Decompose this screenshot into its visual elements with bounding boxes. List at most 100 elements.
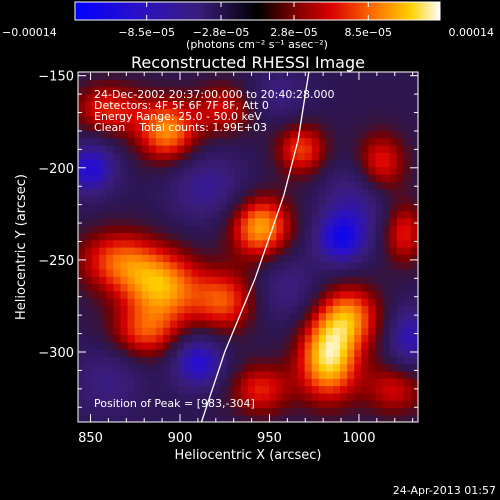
heatmap-cell xyxy=(325,123,334,131)
heatmap-cell xyxy=(375,341,384,350)
heatmap-cell xyxy=(148,341,157,350)
heatmap-cell xyxy=(78,283,86,292)
heatmap-cell xyxy=(120,239,129,248)
heatmap-cell xyxy=(368,290,377,299)
heatmap-cell xyxy=(340,210,348,219)
heatmap-cell xyxy=(191,79,200,88)
heatmap-cell xyxy=(375,378,384,387)
heatmap-cell xyxy=(134,217,143,226)
heatmap-cell xyxy=(375,137,384,146)
heatmap-cell xyxy=(382,93,391,102)
heatmap-cell xyxy=(205,319,214,328)
heatmap-cell xyxy=(155,123,164,131)
heatmap-cell xyxy=(318,349,327,357)
heatmap-cell xyxy=(148,298,157,306)
heatmap-cell xyxy=(155,290,164,299)
heatmap-cell xyxy=(290,312,299,321)
heatmap-cell xyxy=(276,130,285,139)
heatmap-cell xyxy=(113,232,122,241)
heatmap-cell xyxy=(99,268,107,277)
heatmap-cell xyxy=(255,305,263,314)
heatmap-cell xyxy=(361,290,370,299)
heatmap-cell xyxy=(198,195,207,204)
heatmap-cell xyxy=(403,210,412,219)
heatmap-cell xyxy=(120,254,129,263)
heatmap-cell xyxy=(276,268,285,277)
heatmap-cell xyxy=(333,108,341,117)
heatmap-cell xyxy=(148,72,157,80)
heatmap-cell xyxy=(141,298,150,306)
heatmap-cell xyxy=(184,356,192,365)
heatmap-cell xyxy=(340,232,348,241)
heatmap-cell xyxy=(106,349,115,357)
heatmap-cell xyxy=(163,378,171,387)
heatmap-cell xyxy=(177,414,185,422)
heatmap-cell xyxy=(262,319,270,328)
heatmap-cell xyxy=(290,72,299,80)
heatmap-cell xyxy=(325,166,334,175)
heatmap-cell xyxy=(333,217,341,226)
heatmap-cell xyxy=(163,188,171,197)
heatmap-cell xyxy=(198,385,207,394)
heatmap-cell xyxy=(141,210,150,219)
heatmap-cell xyxy=(318,181,327,190)
heatmap-cell xyxy=(85,181,93,190)
heatmap-cell xyxy=(85,334,93,343)
heatmap-cell xyxy=(389,115,398,124)
heatmap-cell xyxy=(148,188,157,197)
heatmap-cell xyxy=(233,247,242,255)
heatmap-cell xyxy=(141,115,150,124)
heatmap-cell xyxy=(354,159,362,168)
heatmap-cell xyxy=(297,268,306,277)
heatmap-cell xyxy=(255,239,263,248)
heatmap-cell xyxy=(78,305,86,314)
heatmap-cell xyxy=(396,254,405,263)
heatmap-cell xyxy=(297,363,306,372)
heatmap-cell xyxy=(92,268,100,277)
heatmap-cell xyxy=(340,86,348,95)
heatmap-cell xyxy=(248,363,256,372)
heatmap-cell xyxy=(297,385,306,394)
heatmap-cell xyxy=(403,232,412,241)
heatmap-cell xyxy=(325,181,334,190)
heatmap-cell xyxy=(403,414,412,422)
heatmap-cell xyxy=(318,392,327,401)
heatmap-cell xyxy=(226,101,235,110)
heatmap-cell xyxy=(290,363,299,372)
heatmap-cell xyxy=(403,203,412,212)
heatmap-cell xyxy=(113,319,122,328)
heatmap-cell xyxy=(141,319,150,328)
heatmap-cell xyxy=(120,123,129,131)
heatmap-cell xyxy=(410,232,418,241)
heatmap-cell xyxy=(99,298,107,306)
heatmap-cell xyxy=(226,385,235,394)
heatmap-cell xyxy=(120,115,129,124)
heatmap-cell xyxy=(99,261,107,270)
heatmap-cell xyxy=(340,137,348,146)
heatmap-cell xyxy=(184,378,192,387)
heatmap-cell xyxy=(163,181,171,190)
heatmap-cell xyxy=(347,283,355,292)
heatmap-cell xyxy=(78,232,86,241)
heatmap-cell xyxy=(396,108,405,117)
heatmap-cell xyxy=(290,276,299,285)
heatmap-cell xyxy=(219,283,228,292)
heatmap-cell xyxy=(198,174,207,182)
heatmap-cell xyxy=(325,115,334,124)
heatmap-cell xyxy=(163,217,171,226)
heatmap-cell xyxy=(134,225,143,234)
heatmap-cell xyxy=(219,378,228,387)
info-line-clean: Clean Total counts: 1.99E+03 xyxy=(94,121,267,134)
heatmap-cell xyxy=(127,159,136,168)
heatmap-cell xyxy=(78,239,86,248)
heatmap-cell xyxy=(148,319,157,328)
heatmap-cell xyxy=(276,363,285,372)
heatmap-cell xyxy=(333,137,341,146)
heatmap-cell xyxy=(134,298,143,306)
heatmap-cell xyxy=(184,137,192,146)
heatmap-cell xyxy=(333,341,341,350)
heatmap-cell xyxy=(92,181,100,190)
heatmap-cell xyxy=(212,137,221,146)
x-tick-label: 1000 xyxy=(342,431,375,446)
heatmap-cell xyxy=(354,392,362,401)
